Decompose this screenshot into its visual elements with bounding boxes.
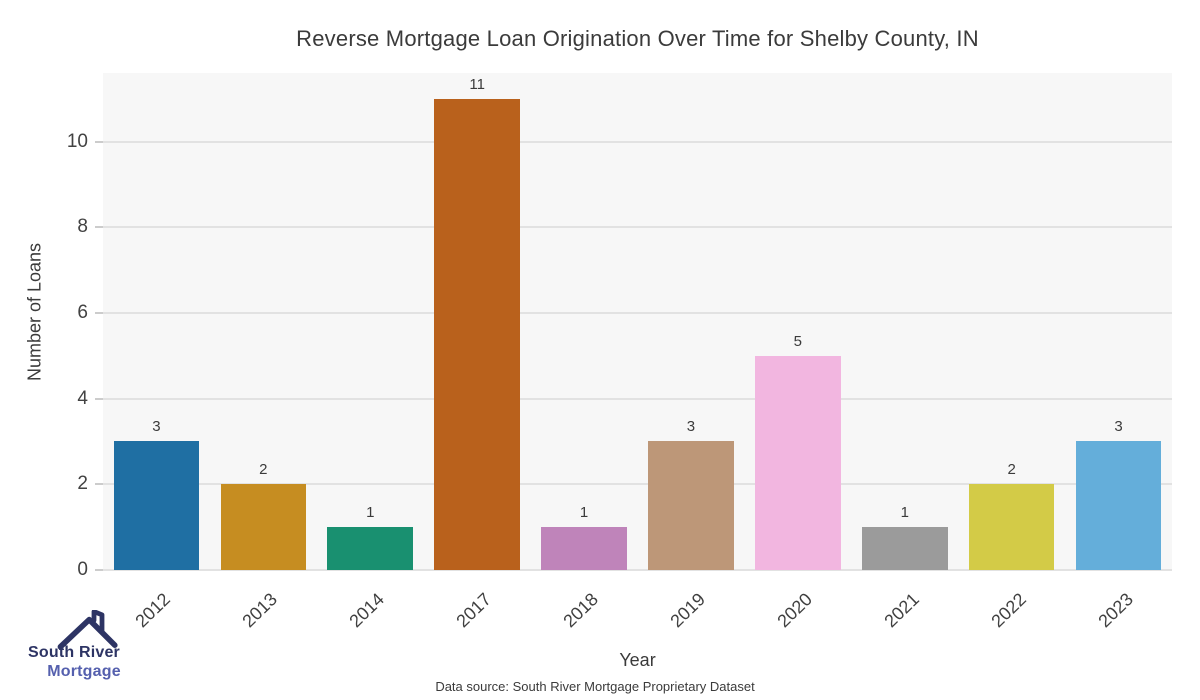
gridline — [103, 311, 1172, 314]
bar-value-label: 3 — [1114, 418, 1123, 436]
y-tick-mark — [95, 311, 103, 314]
bar-value-label: 5 — [793, 332, 802, 350]
gridline — [103, 569, 1172, 571]
bar-2014 — [327, 527, 413, 570]
x-tick-label: 2013 — [238, 588, 282, 631]
bar-value-label: 1 — [900, 504, 909, 522]
plot-area: 3 2 1 11 1 3 5 1 2 3 — [103, 73, 1172, 571]
bar-value-label: 11 — [469, 75, 485, 93]
y-tick-label: 8 — [77, 216, 88, 238]
y-tick-label: 4 — [77, 387, 88, 409]
bar-2020 — [755, 355, 841, 570]
logo-text-mortgage: Mortgage — [47, 663, 121, 680]
x-tick-label: 2012 — [131, 588, 175, 631]
bar-2012 — [113, 441, 200, 570]
house-roof-icon — [57, 610, 118, 650]
y-tick-mark — [95, 226, 103, 229]
y-tick-label: 10 — [66, 130, 88, 152]
x-tick-label: 2014 — [345, 588, 389, 631]
y-tick-mark — [95, 140, 103, 143]
x-tick-label: 2017 — [452, 588, 496, 631]
gridline — [103, 140, 1172, 143]
x-tick-label: 2019 — [666, 588, 709, 631]
bar-2013 — [220, 484, 307, 570]
y-tick-label: 2 — [77, 473, 88, 495]
bar-2022 — [968, 484, 1055, 570]
bar-2017 — [434, 98, 520, 570]
y-tick-mark — [95, 483, 103, 486]
bar-2019 — [648, 441, 734, 570]
bar-value-label: 1 — [366, 504, 375, 522]
bar-value-label: 2 — [1007, 461, 1016, 479]
y-tick-label: 0 — [77, 559, 88, 580]
logo-text-south-river: South River — [28, 644, 120, 661]
y-tick-mark — [95, 397, 103, 400]
bar-2021 — [861, 527, 948, 570]
gridline — [103, 397, 1172, 400]
x-tick-label: 2023 — [1093, 588, 1137, 631]
x-tick-label: 2022 — [986, 588, 1030, 631]
data-source-note: Data source: South River Mortgage Propri… — [435, 679, 755, 694]
x-tick-label: 2018 — [559, 588, 603, 631]
x-tick-label: 2020 — [773, 588, 816, 631]
y-tick-label: 6 — [77, 301, 88, 323]
gridline — [103, 226, 1172, 229]
gridline — [103, 483, 1172, 486]
x-axis-title: Year — [619, 650, 656, 670]
chart-title: Reverse Mortgage Loan Origination Over T… — [296, 26, 979, 51]
y-tick-mark — [95, 569, 103, 571]
bar-2018 — [541, 527, 627, 570]
logo: South River Mortgage — [14, 608, 144, 692]
x-tick-label: 2021 — [880, 588, 923, 631]
bar-value-label: 3 — [686, 418, 696, 436]
bar-2023 — [1075, 441, 1162, 570]
bar-value-label: 3 — [152, 418, 161, 436]
bar-value-label: 2 — [259, 461, 268, 479]
bar-value-label: 1 — [579, 504, 589, 522]
